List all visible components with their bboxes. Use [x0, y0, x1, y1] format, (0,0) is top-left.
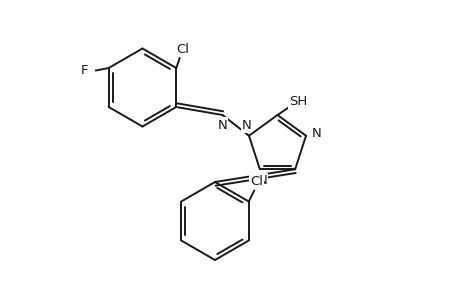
Text: N: N — [257, 174, 267, 187]
Text: N: N — [241, 119, 251, 132]
Text: Cl: Cl — [175, 43, 188, 56]
Text: SH: SH — [289, 94, 307, 107]
Text: F: F — [81, 64, 88, 77]
Text: N: N — [217, 118, 227, 131]
Text: N: N — [312, 127, 321, 140]
Text: Cl: Cl — [249, 175, 262, 188]
